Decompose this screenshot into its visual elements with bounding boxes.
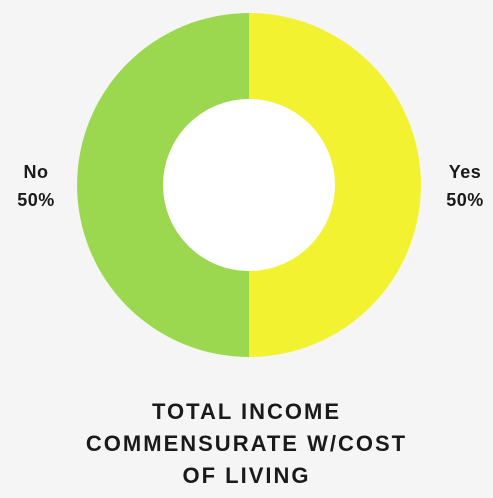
chart-title: TOTAL INCOME COMMENSURATE W/COST OF LIVI… [0,396,493,492]
slice-label-yes: Yes [449,162,482,182]
slice-label-no: No [24,162,49,182]
chart-title-line-1: TOTAL INCOME [152,399,341,424]
donut-hole [163,99,335,271]
chart-title-line-2: COMMENSURATE W/COST [85,431,408,456]
slice-value-no: 50% [17,190,55,210]
chart-title-line-3: OF LIVING [182,463,311,488]
slice-value-yes: 50% [446,190,484,210]
